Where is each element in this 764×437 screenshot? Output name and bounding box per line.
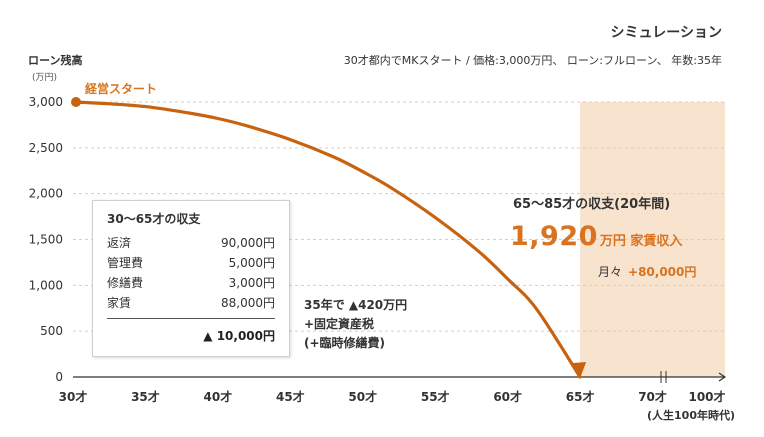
x-end-label: 100才 <box>688 389 725 404</box>
income-box-row: 返済 90,000円 <box>107 233 275 253</box>
income-box-row-value: 88,000円 <box>221 296 275 310</box>
retirement-monthly-value: +80,000円 <box>628 265 697 279</box>
income-box-rows: 返済 90,000円管理費 5,000円修繕費 3,000円家賃 88,000円 <box>107 233 275 313</box>
loan-cost-note-line1: 35年で ▲420万円 <box>304 298 408 312</box>
y-tick-label: 3,000 <box>29 95 63 109</box>
loan-cost-note-line3: (+臨時修繕費) <box>304 336 386 350</box>
y-tick-label: 2,000 <box>29 187 63 201</box>
y-tick-label: 1,500 <box>29 233 63 247</box>
loan-cost-note-line2: +固定資産税 <box>304 317 375 331</box>
loan-cost-note: 35年で ▲420万円 +固定資産税 (+臨時修繕費) <box>304 296 407 353</box>
simulation-conditions: 30才都内でMKスタート / 価格:3,000万円、 ローン:フルローン、 年数… <box>343 54 722 67</box>
income-box-row-label: 返済 <box>107 236 132 250</box>
y-tick-label: 1,000 <box>29 278 63 292</box>
retirement-income-amount: 1,920 <box>510 221 598 252</box>
x-tick-label: 60才 <box>493 389 522 404</box>
income-box-row: 修繕費 3,000円 <box>107 273 275 293</box>
x-tick-label: 70才 <box>638 389 667 404</box>
x-axis-arrow <box>718 372 727 382</box>
income-box-row-label: 管理費 <box>107 256 144 270</box>
x-tick-label: 30才 <box>59 389 88 404</box>
income-box-total: ▲ 10,000円 <box>203 329 275 343</box>
income-box-row: 家賃 88,000円 <box>107 293 275 313</box>
income-box-divider <box>107 318 275 319</box>
x-tick-label: 65才 <box>566 389 595 404</box>
income-box-row-value: 3,000円 <box>228 276 275 290</box>
chart-title: シミュレーション <box>610 25 722 41</box>
y-tick-label: 500 <box>40 324 63 338</box>
x-end-sublabel: (人生100年時代) <box>647 408 735 422</box>
x-tick-label: 40才 <box>204 389 233 404</box>
retirement-monthly-label: 月々 <box>598 265 623 279</box>
retirement-shaded-region <box>580 102 725 377</box>
x-tick-label: 45才 <box>276 389 305 404</box>
start-label: 経営スタート <box>85 81 157 96</box>
start-point <box>71 97 81 107</box>
income-box-title: 30〜65才の収支 <box>107 212 201 226</box>
retirement-income: 1,920 万円 家賃収入 <box>510 221 682 252</box>
x-tick-label: 55才 <box>421 389 450 404</box>
y-axis-label: ローン残高 <box>28 54 83 67</box>
income-box-row-label: 修繕費 <box>107 276 144 290</box>
y-axis-unit: (万円) <box>32 73 58 83</box>
y-tick-label: 2,500 <box>29 141 63 155</box>
income-box-row-label: 家賃 <box>107 296 132 310</box>
x-tick-label: 35才 <box>131 389 160 404</box>
retirement-income-unit: 万円 家賃収入 <box>599 234 683 249</box>
income-box-row: 管理費 5,000円 <box>107 253 275 273</box>
retirement-title: 65〜85才の収支(20年間) <box>513 197 671 212</box>
retirement-monthly: 月々 +80,000円 <box>598 263 696 280</box>
income-expense-box: 30〜65才の収支 返済 90,000円管理費 5,000円修繕費 3,000円家賃 8… <box>92 200 290 357</box>
income-box-row-value: 90,000円 <box>221 236 275 250</box>
y-tick-label: 0 <box>55 370 63 384</box>
loan-balance-line <box>71 100 582 379</box>
x-tick-label: 50才 <box>348 389 377 404</box>
income-box-row-value: 5,000円 <box>228 256 275 270</box>
loan-balance-arrowhead <box>573 362 587 378</box>
